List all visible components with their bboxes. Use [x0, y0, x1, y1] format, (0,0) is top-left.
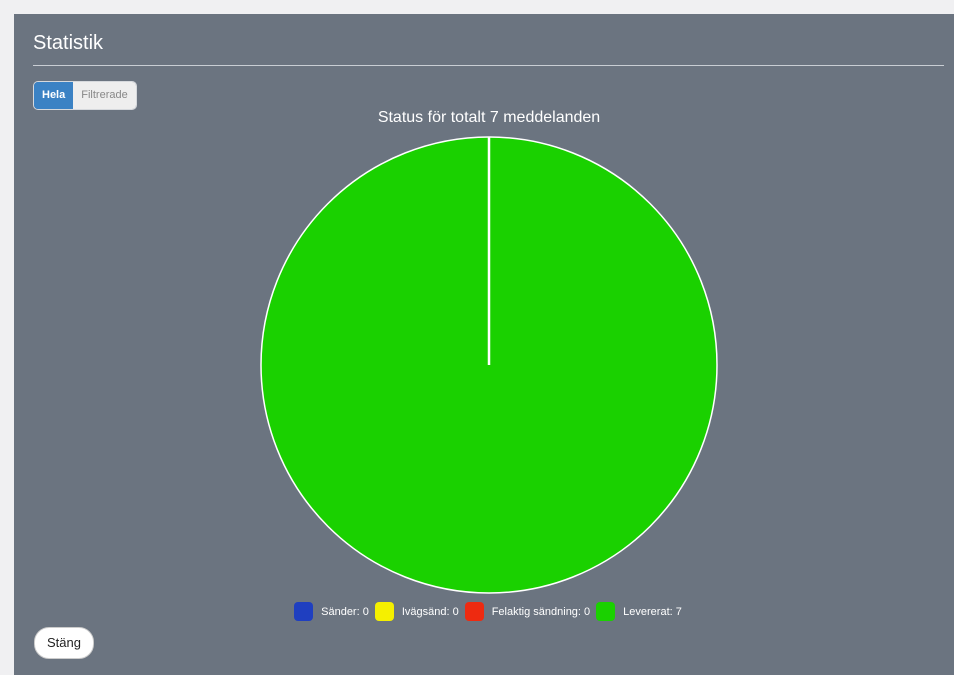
legend-label-delivered: Levererat: 7: [623, 605, 682, 618]
legend-item-failed: Felaktig sändning: 0: [464, 602, 591, 621]
legend-item-delivered: Levererat: 7: [596, 602, 682, 621]
dialog-title: Statistik: [33, 32, 104, 54]
scope-toggle: Hela Filtrerade: [33, 81, 137, 110]
legend-swatch-sending: [294, 602, 314, 621]
legend-swatch-delivered: [596, 602, 616, 621]
legend-label-failed: Felaktig sändning: 0: [491, 605, 591, 618]
legend-label-sent: Ivägsänd: 0: [401, 605, 459, 618]
legend-swatch-failed: [464, 602, 484, 621]
tab-filtered[interactable]: Filtrerade: [73, 82, 136, 109]
close-button[interactable]: Stäng: [34, 627, 94, 659]
legend-item-sent: Ivägsänd: 0: [374, 602, 459, 621]
legend-label-sending: Sänder: 0: [321, 605, 369, 618]
pie-chart: [260, 136, 718, 594]
legend-swatch-sent: [374, 602, 394, 621]
statistics-dialog: Statistik Hela Filtrerade Status för tot…: [14, 14, 954, 675]
header-divider: [33, 65, 944, 66]
chart-title: Status för totalt 7 meddelanden: [377, 109, 601, 126]
tab-all[interactable]: Hela: [34, 82, 74, 109]
legend-item-sending: Sänder: 0: [294, 602, 369, 621]
chart-legend: Sänder: 0 Ivägsänd: 0 Felaktig sändning:…: [14, 602, 954, 621]
